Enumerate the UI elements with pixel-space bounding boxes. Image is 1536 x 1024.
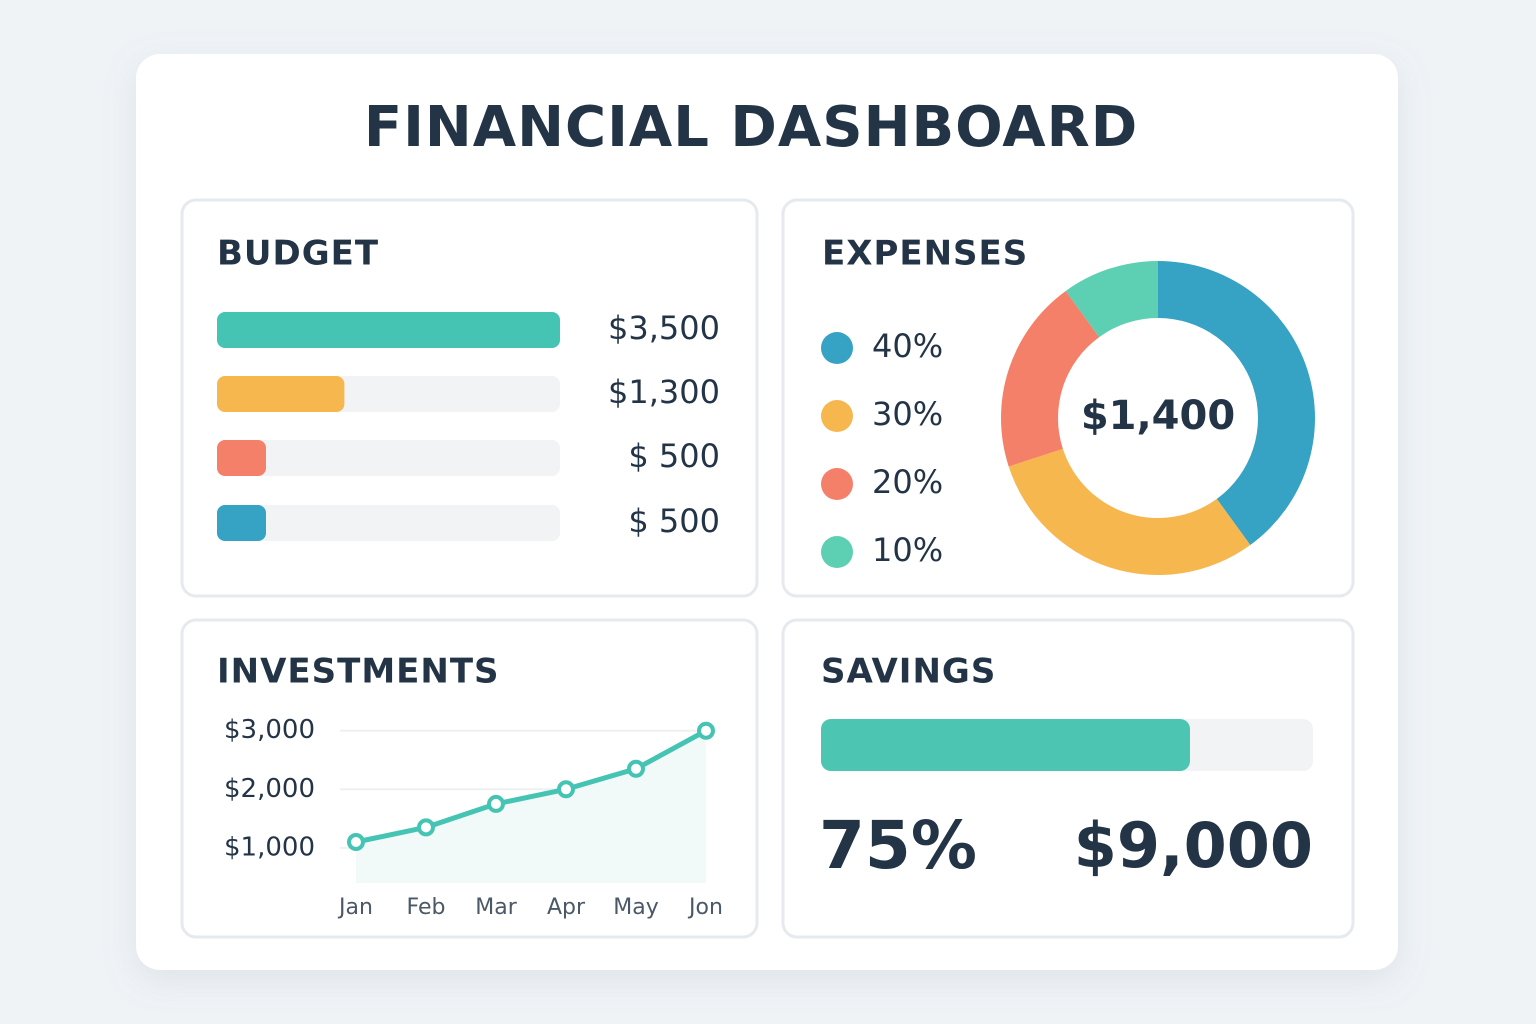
bar [217,505,266,541]
y-tick-label: $1,000 [224,832,315,862]
legend-swatch [821,536,853,568]
percent-label: 75% [819,807,977,884]
point [347,833,365,851]
donut-segment [1001,290,1100,467]
y-tick-label: $3,000 [224,715,315,745]
legend-label: 10% [872,531,943,569]
value-label: $ 500 [628,437,720,475]
panel [781,618,1355,939]
legend-swatch [821,400,853,432]
point [627,759,645,778]
x-tick-label: Mar [475,895,517,920]
point [487,794,505,813]
line [355,728,708,845]
value-label: $ 500 [628,502,720,540]
legend-label: 40% [872,327,943,365]
point [557,780,575,799]
legend-label: 30% [872,395,943,433]
bar [217,312,560,348]
panel-title: BUDGET [217,234,379,274]
area [356,730,706,883]
donut-segment [1008,448,1251,575]
x-tick-label: Apr [547,895,586,920]
point [697,721,715,740]
x-tick-label: Jon [687,895,723,920]
dashboard-title: FINANCIAL DASHBOARD [364,95,1138,160]
point [417,818,435,837]
bar-track [217,440,560,476]
amount-label: $9,000 [1074,809,1313,882]
value-label: $1,300 [608,373,720,411]
bar [217,440,266,476]
panel-title: SAVINGS [821,652,996,692]
x-tick-label: Jan [337,895,373,920]
x-tick-label: May [613,895,658,920]
y-tick-label: $2,000 [224,774,315,804]
donut-segment [1065,261,1158,338]
x-tick-label: Feb [407,895,446,920]
donut-center-label: $1,400 [1081,393,1235,439]
panel-title: INVESTMENTS [217,652,500,692]
progress-bar [821,719,1190,771]
legend-swatch [821,332,853,364]
value-label: $3,500 [608,309,720,347]
panel-title: EXPENSES [822,234,1028,274]
bar [217,376,345,412]
bar-track [217,505,560,541]
donut-segment [1158,261,1315,546]
legend-label: 20% [872,463,943,501]
legend-swatch [821,468,853,500]
